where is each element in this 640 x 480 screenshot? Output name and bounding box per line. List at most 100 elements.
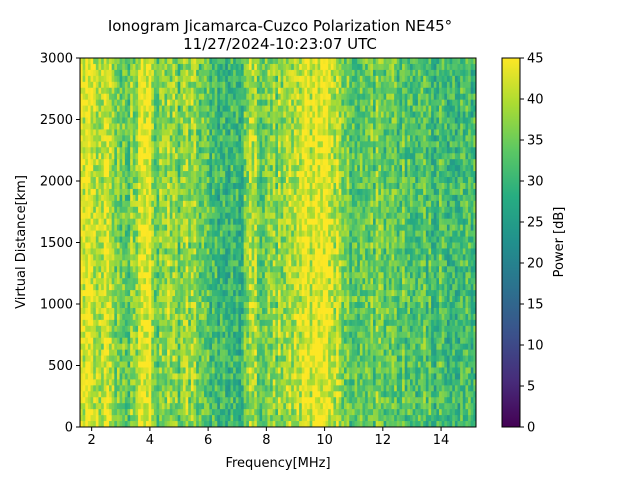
heatmap-cell — [227, 141, 232, 148]
heatmap-cell — [206, 379, 210, 386]
heatmap-cell — [188, 188, 192, 196]
heatmap-cell — [230, 313, 234, 321]
heatmap-cell — [93, 230, 97, 238]
heatmap-cell — [278, 58, 282, 65]
heatmap-cell — [90, 111, 94, 119]
heatmap-cell — [212, 260, 216, 267]
heatmap-cell — [190, 171, 195, 178]
heatmap-cell — [177, 284, 181, 291]
heatmap-cell — [175, 361, 179, 369]
heatmap-cell — [143, 69, 147, 77]
heatmap-cell — [219, 194, 224, 202]
heatmap-cell — [180, 87, 184, 95]
heatmap-cell — [188, 147, 192, 154]
heatmap-cell — [87, 58, 92, 65]
heatmap-cell — [243, 188, 247, 196]
heatmap-cell — [82, 230, 86, 238]
heatmap-cell — [122, 111, 126, 119]
heatmap-cell — [264, 343, 269, 351]
heatmap-cell — [270, 206, 274, 214]
heatmap-cell — [230, 355, 234, 363]
heatmap-cell — [193, 117, 197, 125]
heatmap-cell — [90, 397, 94, 404]
heatmap-cell — [225, 266, 229, 273]
heatmap-cell — [204, 397, 208, 404]
heatmap-cell — [243, 343, 247, 351]
heatmap-cell — [288, 331, 292, 339]
heatmap-cell — [262, 224, 266, 232]
heatmap-cell — [233, 307, 237, 315]
heatmap-cell — [169, 129, 173, 136]
heatmap-cell — [212, 319, 216, 327]
heatmap-cell — [167, 313, 171, 321]
heatmap-cell — [209, 379, 213, 386]
heatmap-cell — [143, 177, 147, 184]
heatmap-cell — [164, 409, 168, 416]
heatmap-cell — [148, 379, 152, 386]
heatmap-cell — [169, 284, 173, 291]
heatmap-cell — [219, 284, 224, 291]
heatmap-cell — [188, 75, 192, 83]
heatmap-cell — [146, 343, 150, 351]
heatmap-cell — [119, 200, 123, 208]
heatmap-cell — [103, 177, 107, 184]
heatmap-cell — [114, 188, 118, 196]
heatmap-cell — [243, 337, 247, 345]
heatmap-cell — [80, 69, 84, 77]
heatmap-cell — [82, 81, 86, 89]
heatmap-cell — [159, 58, 163, 65]
heatmap-cell — [169, 141, 173, 148]
heatmap-cell — [116, 242, 121, 250]
heatmap-cell — [206, 135, 210, 142]
heatmap-cell — [212, 272, 216, 279]
heatmap-cell — [148, 367, 152, 375]
heatmap-cell — [238, 123, 242, 131]
heatmap-cell — [119, 236, 123, 244]
heatmap-cell — [138, 343, 142, 351]
heatmap-cell — [188, 206, 192, 214]
heatmap-cell — [254, 194, 258, 202]
heatmap-cell — [114, 385, 118, 392]
heatmap-cell — [225, 403, 229, 410]
heatmap-cell — [130, 58, 134, 65]
heatmap-cell — [106, 206, 110, 214]
heatmap-cell — [267, 236, 271, 244]
heatmap-cell — [127, 391, 131, 398]
heatmap-cell — [132, 171, 137, 178]
heatmap-cell — [272, 135, 276, 142]
heatmap-cell — [256, 165, 261, 172]
heatmap-cell — [172, 313, 176, 321]
heatmap-cell — [103, 397, 107, 404]
heatmap-cell — [151, 188, 155, 196]
heatmap-cell — [103, 284, 107, 291]
heatmap-cell — [90, 313, 94, 321]
heatmap-cell — [114, 153, 118, 160]
heatmap-cell — [283, 278, 287, 285]
heatmap-cell — [111, 349, 115, 357]
heatmap-cell — [175, 284, 179, 291]
heatmap-cell — [80, 367, 84, 375]
heatmap-cell — [132, 278, 137, 285]
heatmap-cell — [246, 159, 250, 166]
heatmap-cell — [172, 266, 176, 273]
heatmap-cell — [283, 307, 287, 315]
heatmap-cell — [167, 272, 171, 279]
heatmap-cell — [204, 403, 208, 410]
heatmap-cell — [214, 391, 218, 398]
heatmap-cell — [130, 99, 134, 107]
heatmap-cell — [119, 75, 123, 83]
heatmap-cell — [164, 307, 168, 315]
heatmap-cell — [85, 224, 89, 232]
heatmap-cell — [106, 81, 110, 89]
heatmap-cell — [230, 123, 234, 131]
heatmap-cell — [135, 141, 139, 148]
heatmap-cell — [270, 266, 274, 273]
heatmap-cell — [196, 421, 200, 427]
heatmap-cell — [254, 391, 258, 398]
heatmap-cell — [122, 403, 126, 410]
heatmap-cell — [230, 153, 234, 160]
heatmap-cell — [135, 99, 139, 107]
heatmap-cell — [209, 319, 213, 327]
heatmap-cell — [209, 391, 213, 398]
heatmap-cell — [119, 343, 123, 351]
